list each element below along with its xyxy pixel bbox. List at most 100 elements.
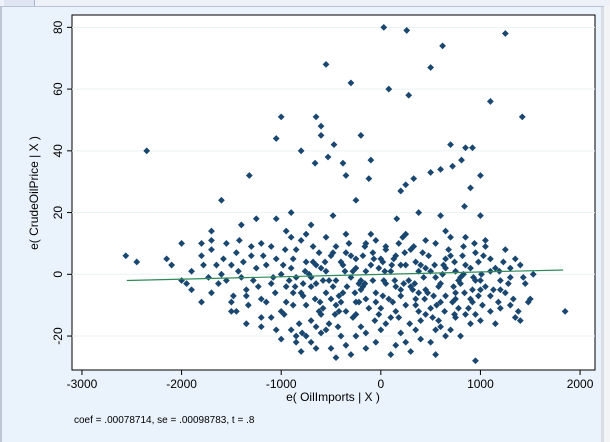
data-point <box>347 79 355 87</box>
data-point <box>369 249 377 257</box>
y-tick-label: 60 <box>51 82 65 96</box>
data-point <box>312 323 320 331</box>
data-point <box>477 286 484 294</box>
data-point <box>352 332 360 340</box>
data-point <box>415 307 423 315</box>
data-point <box>315 249 323 257</box>
graph-tab[interactable] <box>4 0 35 6</box>
data-point <box>450 283 457 291</box>
data-point <box>247 252 255 260</box>
data-point <box>391 277 399 284</box>
data-point <box>382 243 390 250</box>
data-point <box>188 286 195 294</box>
data-point <box>397 286 405 294</box>
data-point <box>292 332 300 340</box>
data-point <box>371 317 379 325</box>
data-point <box>385 295 393 303</box>
data-point <box>437 212 444 220</box>
data-point <box>496 304 504 312</box>
data-point <box>208 236 215 244</box>
data-point <box>514 307 522 315</box>
data-point <box>440 261 447 269</box>
data-point <box>422 236 430 244</box>
x-axis-label: e( OilImports | X ) <box>286 390 380 404</box>
data-point <box>375 311 383 318</box>
data-point <box>299 280 307 287</box>
data-point <box>208 246 215 254</box>
data-point <box>347 351 355 358</box>
data-point <box>362 295 370 303</box>
data-point <box>491 264 499 272</box>
x-tick-label: 0 <box>377 377 384 391</box>
data-point <box>342 341 350 349</box>
data-point <box>361 243 369 250</box>
plot-region <box>71 14 596 371</box>
data-point <box>372 236 380 244</box>
data-point <box>402 181 410 189</box>
data-point <box>122 252 130 260</box>
data-point <box>311 159 319 167</box>
gridlines <box>72 26 595 337</box>
data-point <box>267 314 275 321</box>
data-point <box>298 329 306 337</box>
data-point <box>467 295 474 303</box>
data-point <box>337 332 345 340</box>
data-point <box>317 131 325 139</box>
data-point <box>462 311 469 318</box>
data-point <box>198 240 205 247</box>
data-point <box>467 320 474 328</box>
data-point <box>470 273 477 281</box>
data-point <box>482 236 489 244</box>
data-point <box>252 264 260 272</box>
data-point <box>397 329 405 337</box>
data-point <box>458 156 465 164</box>
data-point <box>427 304 435 312</box>
data-point <box>267 243 275 250</box>
data-point <box>487 307 494 315</box>
data-point <box>282 283 290 291</box>
data-point <box>504 280 512 287</box>
data-point <box>482 243 489 250</box>
data-point <box>472 357 479 365</box>
data-point <box>491 320 499 328</box>
data-point <box>420 273 428 281</box>
data-point <box>319 277 327 284</box>
data-point <box>475 292 482 300</box>
data-point <box>242 286 250 294</box>
data-point <box>501 289 509 297</box>
data-point <box>405 277 413 284</box>
data-point <box>487 98 494 105</box>
data-point <box>357 323 365 331</box>
data-point <box>472 249 479 257</box>
data-point <box>345 240 353 247</box>
data-point <box>442 292 449 300</box>
data-point <box>316 298 324 306</box>
data-point <box>277 270 285 278</box>
data-point <box>342 172 350 179</box>
data-point <box>435 317 442 325</box>
data-point <box>342 307 350 315</box>
data-point <box>352 311 360 318</box>
data-point <box>249 277 257 284</box>
data-point <box>388 261 396 269</box>
data-point <box>399 233 407 241</box>
data-point <box>280 311 288 318</box>
data-point <box>242 320 250 328</box>
data-point <box>325 277 333 284</box>
data-point <box>524 298 532 306</box>
data-point <box>412 258 420 266</box>
x-tick-label: -1000 <box>266 377 297 391</box>
data-point <box>452 314 459 321</box>
data-point <box>372 338 380 346</box>
data-point <box>227 298 235 306</box>
data-point <box>387 314 395 321</box>
data-point <box>506 273 514 281</box>
data-point <box>362 329 370 337</box>
data-point <box>397 187 405 195</box>
data-point <box>322 289 330 297</box>
data-point <box>387 351 395 358</box>
data-point <box>232 249 240 257</box>
data-point <box>257 295 265 303</box>
data-point <box>478 270 485 278</box>
data-point <box>257 323 265 331</box>
